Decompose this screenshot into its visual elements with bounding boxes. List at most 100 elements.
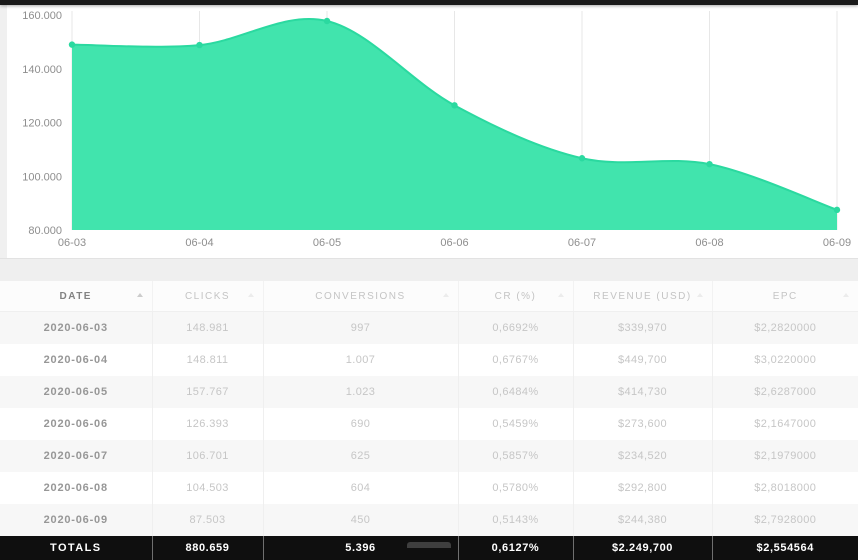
section-divider xyxy=(0,258,858,281)
table-row: 2020-06-08 104.503 604 0,5780% $292,800 $2,80… xyxy=(0,472,858,504)
column-label: REVENUE (USD) xyxy=(593,290,692,302)
cell-epc: $2,7928000 xyxy=(711,504,858,536)
cell-conversions: 690 xyxy=(262,408,458,440)
x-axis-label: 06-03 xyxy=(58,237,86,249)
table-row: 2020-06-09 87.503 450 0,5143% $244,380 $2,792… xyxy=(0,504,858,536)
cell-revenue: $244,380 xyxy=(572,504,712,536)
chart-data-point[interactable] xyxy=(196,41,203,49)
cell-epc: $2,8018000 xyxy=(711,472,858,504)
cell-conversions: 625 xyxy=(262,440,458,472)
x-axis-label: 06-05 xyxy=(313,237,341,249)
area-fill xyxy=(72,18,837,231)
total-cr: 0,6127% xyxy=(457,536,573,560)
cell-conversions: 1.007 xyxy=(262,344,458,376)
cell-revenue: $449,700 xyxy=(572,344,712,376)
chart-data-point[interactable] xyxy=(68,41,76,48)
sort-icon xyxy=(247,293,254,297)
cell-conversions: 604 xyxy=(262,472,458,504)
chart-data-point[interactable] xyxy=(706,160,713,168)
y-axis-label: 160.000 xyxy=(22,10,62,22)
window-left-edge xyxy=(0,5,7,258)
cell-date: 2020-06-07 xyxy=(43,450,108,462)
cell-cr: 0,5857% xyxy=(457,440,573,472)
sort-icon xyxy=(557,293,564,297)
y-axis-label: 100.000 xyxy=(22,171,62,183)
x-axis-label: 06-07 xyxy=(568,237,596,249)
column-header-conversions[interactable]: CONVERSIONS xyxy=(262,281,458,312)
y-axis-label: 120.000 xyxy=(22,118,62,130)
total-epc: $2,554564 xyxy=(711,536,858,560)
column-header-cr[interactable]: CR (%) xyxy=(457,281,573,312)
cell-epc: $2,2820000 xyxy=(711,311,858,344)
cell-date: 2020-06-08 xyxy=(43,482,108,494)
cell-clicks: 87.503 xyxy=(151,504,263,536)
y-axis-label: 80.000 xyxy=(28,225,62,237)
y-axis-label: 140.000 xyxy=(22,64,62,76)
table-row: 2020-06-07 106.701 625 0,5857% $234,520 $2,19… xyxy=(0,440,858,472)
cell-epc: $2,1647000 xyxy=(711,408,858,440)
cell-revenue: $339,970 xyxy=(572,311,712,344)
cell-clicks: 148.981 xyxy=(151,311,263,344)
cell-date: 2020-06-06 xyxy=(43,418,108,430)
column-header-revenue[interactable]: REVENUE (USD) xyxy=(572,281,712,312)
cell-conversions: 1.023 xyxy=(262,376,458,408)
clicks-area-chart[interactable]: 160.000 140.000 120.000 100.000 80.000 06-03 0… xyxy=(0,5,858,258)
column-header-date[interactable]: DATE xyxy=(0,281,152,312)
chart-data-point[interactable] xyxy=(451,102,458,109)
table-header-row: DATE CLICKS CONVERSIONS CR (%) xyxy=(0,281,858,312)
cell-epc: $2,1979000 xyxy=(711,440,858,472)
bottom-drag-handle[interactable] xyxy=(407,542,451,548)
chart-data-point[interactable] xyxy=(578,155,586,162)
sort-ascending-icon xyxy=(136,293,143,297)
chart-data-point[interactable] xyxy=(323,17,331,25)
column-label: CLICKS xyxy=(184,290,231,302)
cell-date: 2020-06-05 xyxy=(43,386,108,398)
cell-epc: $3,0220000 xyxy=(711,344,858,376)
cell-revenue: $273,600 xyxy=(572,408,712,440)
x-axis-label: 06-09 xyxy=(823,237,851,249)
cell-date: 2020-06-03 xyxy=(43,322,108,334)
x-axis-label: 06-06 xyxy=(440,237,468,249)
cell-clicks: 157.767 xyxy=(151,376,263,408)
cell-revenue: $292,800 xyxy=(572,472,712,504)
table-row: 2020-06-03 148.981 997 0,6692% $339,970 $2,28… xyxy=(0,311,858,344)
x-axis-label: 06-04 xyxy=(185,237,213,249)
cell-revenue: $234,520 xyxy=(572,440,712,472)
stats-table: DATE CLICKS CONVERSIONS CR (%) xyxy=(0,281,858,560)
x-axis-label: 06-08 xyxy=(695,237,723,249)
cell-revenue: $414,730 xyxy=(572,376,712,408)
chart-data-point[interactable] xyxy=(833,206,841,214)
cell-date: 2020-06-09 xyxy=(43,514,108,526)
cell-clicks: 104.503 xyxy=(151,472,263,504)
cell-epc: $2,6287000 xyxy=(711,376,858,408)
total-conversions: 5.396 xyxy=(262,536,458,560)
column-label: EPC xyxy=(772,290,798,302)
top-window-bar xyxy=(0,0,858,5)
sort-icon xyxy=(696,293,703,297)
total-clicks: 880.659 xyxy=(151,536,263,560)
cell-cr: 0,5459% xyxy=(457,408,573,440)
cell-conversions: 997 xyxy=(262,311,458,344)
column-label: CONVERSIONS xyxy=(315,290,406,302)
cell-clicks: 126.393 xyxy=(151,408,263,440)
cell-cr: 0,5143% xyxy=(457,504,573,536)
table-row: 2020-06-05 157.767 1.023 0,6484% $414,730 $2,… xyxy=(0,376,858,408)
column-header-clicks[interactable]: CLICKS xyxy=(151,281,263,312)
cell-cr: 0,6767% xyxy=(457,344,573,376)
totals-row: TOTALS 880.659 5.396 0,6127% $2.249,700 $2,55… xyxy=(0,536,858,560)
column-label: DATE xyxy=(59,290,92,302)
cell-clicks: 148.811 xyxy=(151,344,263,376)
stats-table-wrap: DATE CLICKS CONVERSIONS CR (%) xyxy=(0,281,858,560)
column-header-epc[interactable]: EPC xyxy=(711,281,858,312)
cell-cr: 0,6692% xyxy=(457,311,573,344)
sort-icon xyxy=(442,293,449,297)
sort-icon xyxy=(843,293,849,297)
cell-cr: 0,5780% xyxy=(457,472,573,504)
table-row: 2020-06-06 126.393 690 0,5459% $273,600 $2,16… xyxy=(0,408,858,440)
cell-date: 2020-06-04 xyxy=(43,354,108,366)
total-revenue: $2.249,700 xyxy=(572,536,712,560)
cell-cr: 0,6484% xyxy=(457,376,573,408)
cell-conversions: 450 xyxy=(262,504,458,536)
